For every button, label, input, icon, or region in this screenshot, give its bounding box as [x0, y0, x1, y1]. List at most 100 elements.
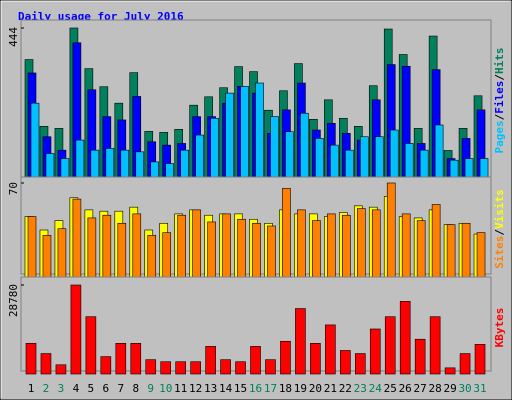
bar [237, 218, 246, 278]
bar [207, 221, 216, 278]
bar [429, 316, 441, 375]
legend-entry: Visits [493, 189, 506, 229]
x-tick-label: 31 [473, 382, 486, 395]
bar [359, 136, 369, 178]
y-tick-label: 28780 [7, 284, 20, 317]
bar [222, 213, 231, 278]
bar [340, 350, 351, 375]
bar [416, 220, 426, 278]
bar [240, 86, 249, 178]
bar [300, 112, 309, 178]
bar [57, 228, 67, 278]
legend: Pages/Files/Hits [493, 48, 506, 154]
legend: KBytes [493, 308, 506, 348]
bar [115, 343, 127, 375]
bar [130, 343, 142, 375]
bar [210, 117, 219, 178]
bar [270, 116, 279, 178]
x-tick-label: 19 [294, 382, 307, 395]
bar [205, 346, 216, 375]
bar [312, 220, 321, 278]
x-tick-label: 14 [219, 382, 233, 395]
bar [464, 158, 474, 178]
bar [267, 225, 276, 278]
x-tick-label: 17 [264, 382, 277, 395]
bar [354, 353, 366, 375]
bar [135, 151, 145, 178]
x-tick-label: 29 [443, 382, 456, 395]
bar [40, 353, 52, 375]
bar [175, 361, 186, 375]
legend-entry: Pages [493, 120, 506, 153]
bar [399, 301, 411, 375]
bar [479, 158, 489, 178]
x-tick-label: 12 [189, 382, 202, 395]
bar [282, 188, 291, 278]
bar [72, 198, 82, 278]
bar [225, 92, 234, 178]
bar [369, 328, 381, 375]
bar [25, 343, 37, 375]
x-tick-label: 10 [159, 382, 172, 395]
legend-separator: / [493, 113, 506, 120]
bar [147, 235, 157, 278]
legend-entry: Sites [493, 236, 506, 269]
bar [434, 124, 444, 178]
bar [85, 316, 97, 375]
bar [192, 209, 201, 278]
legend-entry: KBytes [493, 308, 506, 348]
bar [55, 364, 67, 375]
bar [27, 216, 37, 278]
bar [150, 161, 160, 178]
bar [180, 149, 189, 178]
bar [70, 284, 82, 375]
bar [45, 153, 55, 178]
bar [330, 144, 339, 178]
x-tick-label: 13 [204, 382, 217, 395]
bar [160, 361, 172, 375]
x-tick-label: 5 [88, 382, 95, 395]
x-tick-label: 3 [58, 382, 65, 395]
x-tick-label: 27 [414, 382, 427, 395]
x-tick-label: 7 [117, 382, 124, 395]
y-tick-label: 444 [7, 27, 20, 47]
x-tick-label: 9 [147, 382, 154, 395]
bar [444, 367, 456, 375]
bar [132, 213, 142, 278]
bar [117, 222, 127, 278]
bar [60, 158, 70, 178]
bar [265, 359, 276, 375]
bar [389, 129, 399, 178]
bar [356, 208, 366, 278]
bar [177, 214, 186, 278]
x-tick-label: 20 [309, 382, 322, 395]
bar [345, 149, 354, 178]
x-tick-label: 11 [174, 382, 187, 395]
bar [419, 149, 429, 178]
bar [145, 359, 157, 375]
bar [476, 232, 486, 278]
bar [374, 136, 384, 178]
bar [280, 340, 291, 375]
bar [100, 356, 112, 375]
bar [250, 346, 261, 375]
bar [315, 138, 324, 178]
bar [431, 204, 441, 278]
bar [87, 217, 97, 278]
x-tick-label: 25 [384, 382, 397, 395]
bar [474, 344, 486, 375]
x-tick-label: 24 [369, 382, 383, 395]
bar [285, 131, 294, 178]
y-tick-label: 70 [7, 182, 20, 195]
bar [446, 224, 456, 278]
legend-separator: / [493, 74, 506, 81]
x-tick-label: 2 [43, 382, 50, 395]
bar [102, 214, 112, 278]
bar [295, 308, 306, 375]
x-tick-label: 4 [73, 382, 80, 395]
bar [327, 213, 336, 278]
legend-entry: Hits [493, 48, 506, 75]
bar [310, 343, 321, 375]
bar [105, 148, 115, 178]
